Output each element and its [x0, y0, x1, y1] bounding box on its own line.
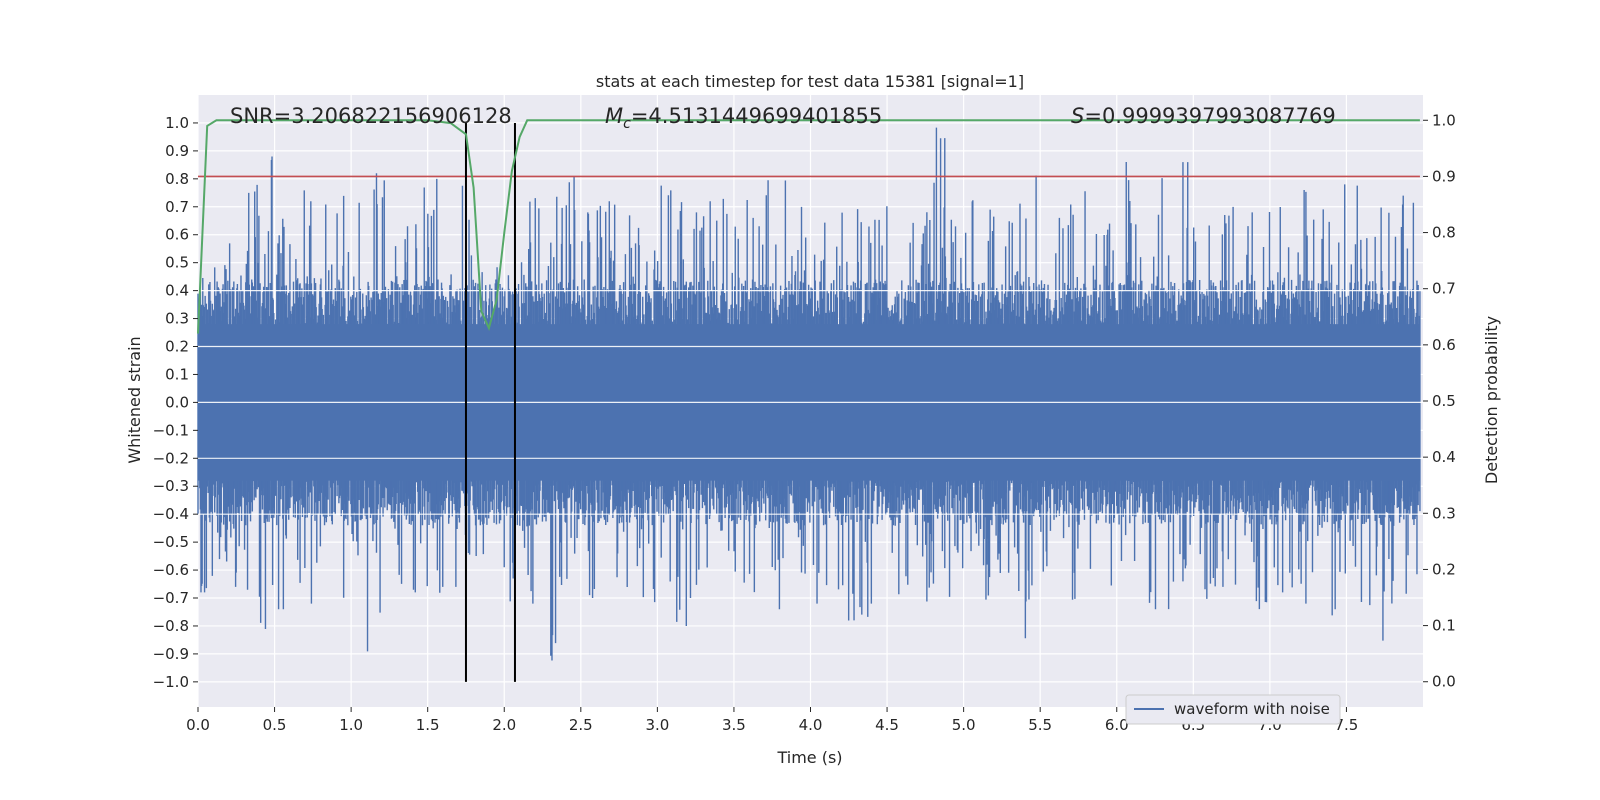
y-tick-label: −0.5	[153, 533, 189, 551]
mc-value: =4.5131449699401855	[631, 104, 882, 128]
y2-tick-label: 0.8	[1432, 224, 1456, 242]
snr-annotation: SNR=3.206822156906128	[230, 104, 512, 128]
legend-label-waveform: waveform with noise	[1174, 700, 1330, 718]
x-tick-label: 4.0	[799, 716, 823, 734]
y2-tick-label: 0.7	[1432, 280, 1456, 298]
y-tick-label: 0.6	[165, 226, 189, 244]
x-tick-label: 2.0	[492, 716, 516, 734]
x-tick-label: 0.0	[186, 716, 210, 734]
x-axis-label: Time (s)	[776, 748, 842, 767]
y-tick-label: −1.0	[153, 673, 189, 691]
s-annotation: S=0.9999397993087769	[1071, 104, 1336, 128]
chart-title: stats at each timestep for test data 153…	[596, 72, 1024, 91]
x-tick-label: 6.0	[1105, 716, 1129, 734]
y-tick-label: −0.6	[153, 561, 189, 579]
x-tick-label: 1.0	[339, 716, 363, 734]
mc-subscript: c	[623, 116, 631, 132]
x-tick-label: 0.5	[263, 716, 287, 734]
y2-tick-label: 0.2	[1432, 560, 1456, 578]
y2-tick-label: 0.4	[1432, 448, 1456, 466]
y-tick-label: 0.1	[165, 365, 189, 383]
y2-tick-label: 0.1	[1432, 617, 1456, 635]
y-tick-label: 0.5	[165, 254, 189, 272]
y-tick-label: 0.2	[165, 338, 189, 356]
y-tick-label: 0.0	[165, 393, 189, 411]
y-tick-label: −0.9	[153, 645, 189, 663]
legend: waveform with noise	[1125, 694, 1341, 725]
y-tick-label: 0.3	[165, 310, 189, 328]
y-tick-label: −0.2	[153, 449, 189, 467]
y-axis-right: 1.0 0.9 0.8 0.7 0.6 0.5 0.4 0.3 0.2 0.1 0.0	[1423, 111, 1456, 691]
s-symbol: S	[1071, 104, 1084, 128]
y2-tick-label: 0.6	[1432, 336, 1456, 354]
y-tick-label: 0.7	[165, 198, 189, 216]
y-tick-label: −0.4	[153, 505, 189, 523]
y2-tick-label: 0.3	[1432, 504, 1456, 522]
y-tick-label: −0.8	[153, 617, 189, 635]
mc-annotation: Mc=4.5131449699401855	[605, 104, 882, 132]
y-tick-label: −0.7	[153, 589, 189, 607]
x-tick-label: 5.5	[1028, 716, 1052, 734]
y2-tick-label: 0.0	[1432, 673, 1456, 691]
overlays	[197, 119, 1423, 682]
y-tick-label: 0.8	[165, 170, 189, 188]
x-tick-label: 3.5	[722, 716, 746, 734]
y-tick-label: 1.0	[165, 114, 189, 132]
x-tick-label: 4.5	[875, 716, 899, 734]
y-tick-label: 0.9	[165, 142, 189, 160]
y2-tick-label: 0.5	[1432, 392, 1456, 410]
y-tick-label: −0.1	[153, 421, 189, 439]
y-axis-label: Whitened strain	[125, 336, 144, 463]
y-tick-label: −0.3	[153, 477, 189, 495]
x-tick-label: 1.5	[416, 716, 440, 734]
probability-line	[197, 119, 1420, 334]
s-value: =0.9999397993087769	[1084, 104, 1335, 128]
mc-symbol: M	[605, 104, 623, 128]
y2-tick-label: 0.9	[1432, 167, 1456, 185]
x-tick-label: 3.0	[645, 716, 669, 734]
x-tick-label: 2.5	[569, 716, 593, 734]
y2-tick-label: 1.0	[1432, 111, 1456, 129]
x-tick-label: 5.0	[952, 716, 976, 734]
y-axis-left: 1.0 0.9 0.8 0.7 0.6 0.5 0.4 0.3 0.2 0.1 0.0 −0.1 −0.…	[153, 114, 198, 691]
legend-box	[1125, 694, 1341, 725]
y2-axis-label: Detection probability	[1482, 316, 1501, 484]
y-tick-label: 0.4	[165, 282, 189, 300]
